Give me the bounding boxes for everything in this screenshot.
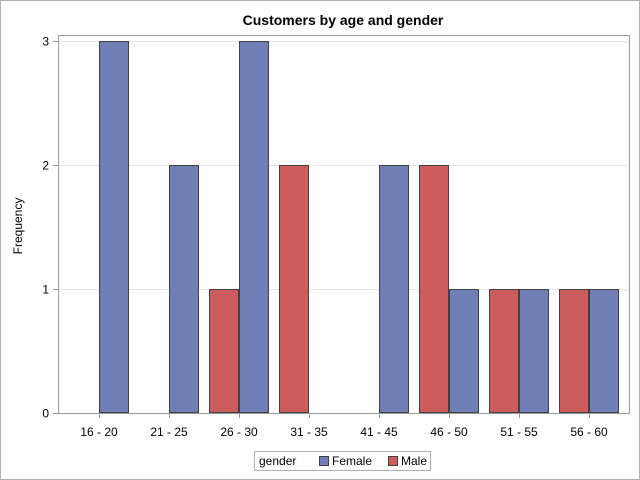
bar-male-46-50 bbox=[419, 165, 449, 413]
bar-female-41-45 bbox=[379, 165, 409, 413]
chart-title: Customers by age and gender bbox=[243, 12, 444, 28]
bar-female-26-30 bbox=[239, 41, 269, 413]
x-tick-label: 26 - 30 bbox=[220, 425, 258, 439]
x-tick-label: 56 - 60 bbox=[570, 425, 608, 439]
y-tick-label: 1 bbox=[42, 283, 49, 297]
bar-female-51-55 bbox=[519, 289, 549, 413]
legend-swatch-male bbox=[388, 456, 398, 466]
bar-female-16-20 bbox=[99, 41, 129, 413]
bar-male-31-35 bbox=[279, 165, 309, 413]
legend: gender Female Male bbox=[254, 451, 431, 471]
legend-label-female: Female bbox=[332, 454, 372, 468]
legend-title: gender bbox=[259, 454, 296, 468]
x-tick-label: 16 - 20 bbox=[80, 425, 118, 439]
y-tick-label: 0 bbox=[42, 407, 49, 421]
bar-male-26-30 bbox=[209, 289, 239, 413]
x-tick-label: 21 - 25 bbox=[150, 425, 188, 439]
x-tick-label: 46 - 50 bbox=[430, 425, 468, 439]
legend-box bbox=[254, 451, 431, 471]
legend-swatch-female bbox=[319, 456, 329, 466]
bars bbox=[99, 41, 619, 413]
x-tick-label: 31 - 35 bbox=[290, 425, 328, 439]
y-tick-label: 3 bbox=[42, 35, 49, 49]
y-tick-label: 2 bbox=[42, 159, 49, 173]
bar-female-46-50 bbox=[449, 289, 479, 413]
bar-female-21-25 bbox=[169, 165, 199, 413]
x-axis: 16 - 20 21 - 25 26 - 30 31 - 35 41 - 45 46 - … bbox=[80, 413, 608, 439]
plot-area-border bbox=[58, 35, 630, 414]
y-axis: 0 1 2 3 bbox=[42, 35, 58, 421]
bar-male-51-55 bbox=[489, 289, 519, 413]
x-tick-label: 41 - 45 bbox=[360, 425, 398, 439]
bar-female-56-60 bbox=[589, 289, 619, 413]
x-tick-label: 51 - 55 bbox=[500, 425, 538, 439]
bar-male-56-60 bbox=[559, 289, 589, 413]
legend-label-male: Male bbox=[401, 454, 427, 468]
y-axis-title: Frequency bbox=[11, 198, 25, 255]
